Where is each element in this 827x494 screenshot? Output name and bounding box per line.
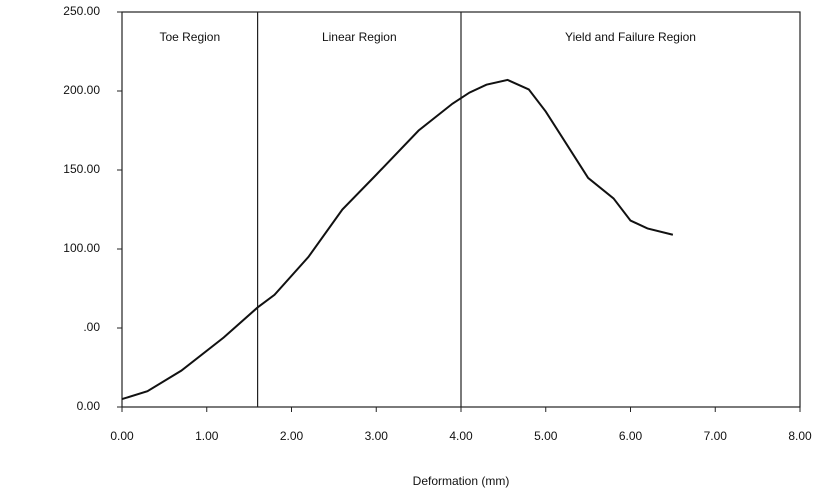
x-tick-label: 5.00 bbox=[534, 429, 558, 443]
x-tick-label: 3.00 bbox=[365, 429, 389, 443]
y-tick-label: .00 bbox=[83, 320, 100, 334]
region-label: Linear Region bbox=[322, 30, 397, 44]
x-axis-label: Deformation (mm) bbox=[413, 474, 510, 488]
y-tick-label: 0.00 bbox=[77, 399, 101, 413]
x-tick-label: 0.00 bbox=[110, 429, 134, 443]
y-tick-label: 150.00 bbox=[63, 162, 100, 176]
x-tick-label: 7.00 bbox=[704, 429, 728, 443]
y-tick-label: 200.00 bbox=[63, 83, 100, 97]
x-tick-label: 4.00 bbox=[449, 429, 473, 443]
y-tick-label: 100.00 bbox=[63, 241, 100, 255]
x-tick-label: 8.00 bbox=[788, 429, 812, 443]
region-label: Yield and Failure Region bbox=[565, 30, 696, 44]
y-tick-label: 250.00 bbox=[63, 4, 100, 18]
x-tick-label: 6.00 bbox=[619, 429, 643, 443]
region-label: Toe Region bbox=[159, 30, 220, 44]
x-tick-label: 1.00 bbox=[195, 429, 219, 443]
data-line bbox=[121, 78, 674, 401]
x-tick-label: 2.00 bbox=[280, 429, 304, 443]
